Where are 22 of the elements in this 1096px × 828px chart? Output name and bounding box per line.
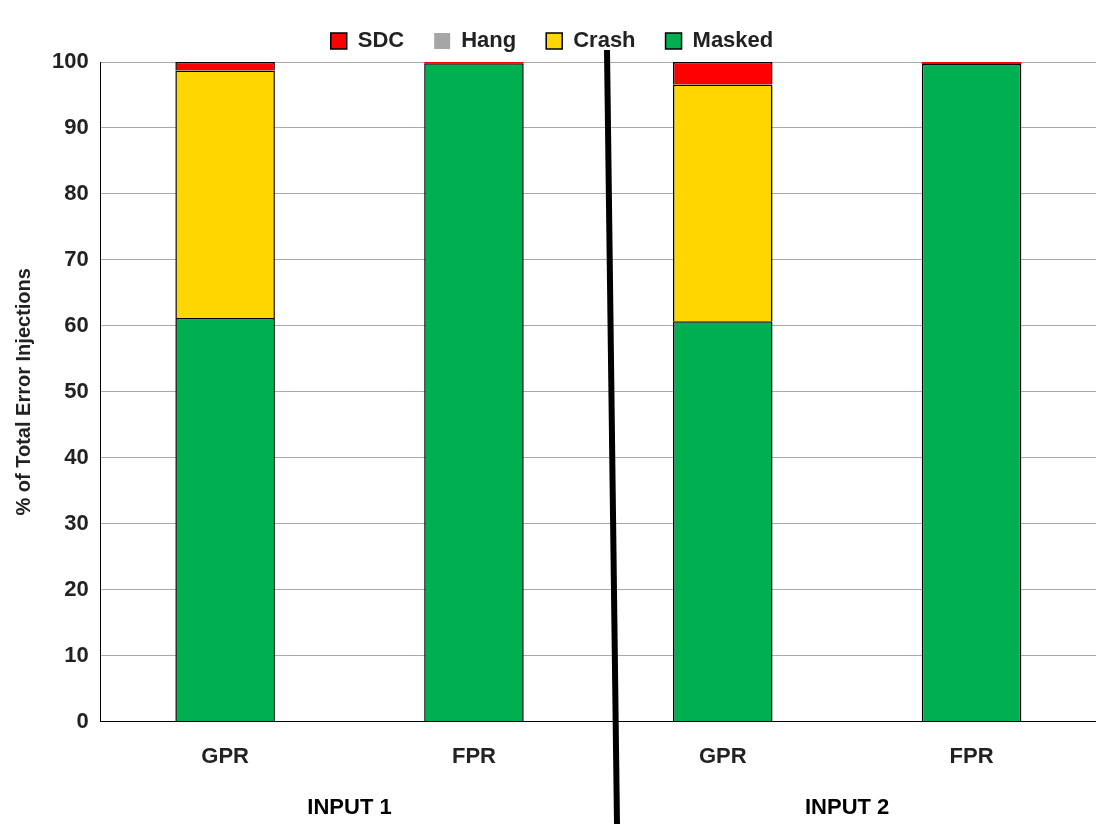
y-tick-label: 90 xyxy=(64,114,89,140)
x-tick-label: GPR xyxy=(698,742,747,768)
y-tick-label: 20 xyxy=(64,575,89,601)
y-axis-title: % of Total Error Injections xyxy=(11,268,34,516)
y-tick-label: 100 xyxy=(51,48,89,74)
text: INPUT 2 xyxy=(805,794,890,820)
legend-label: SDC xyxy=(357,27,405,53)
y-tick-label: 50 xyxy=(64,377,89,403)
y-tick-label: 60 xyxy=(64,311,89,337)
text: INPUT 1 xyxy=(307,794,392,820)
x-tick-label: FPR xyxy=(949,742,994,768)
y-tick-label: 70 xyxy=(64,245,89,271)
x-tick-label: FPR xyxy=(451,742,497,768)
legend-label: Hang xyxy=(461,27,517,53)
y-tick-label: 30 xyxy=(64,509,89,535)
y-tick-label: 10 xyxy=(64,641,89,667)
y-tick-label: 0 xyxy=(76,707,89,733)
legend-label: Crash xyxy=(573,27,636,53)
x-tick-label: GPR xyxy=(201,742,250,768)
y-tick-label: 80 xyxy=(64,179,89,205)
y-tick-label: 40 xyxy=(64,443,89,469)
legend-label: Masked xyxy=(692,27,774,53)
